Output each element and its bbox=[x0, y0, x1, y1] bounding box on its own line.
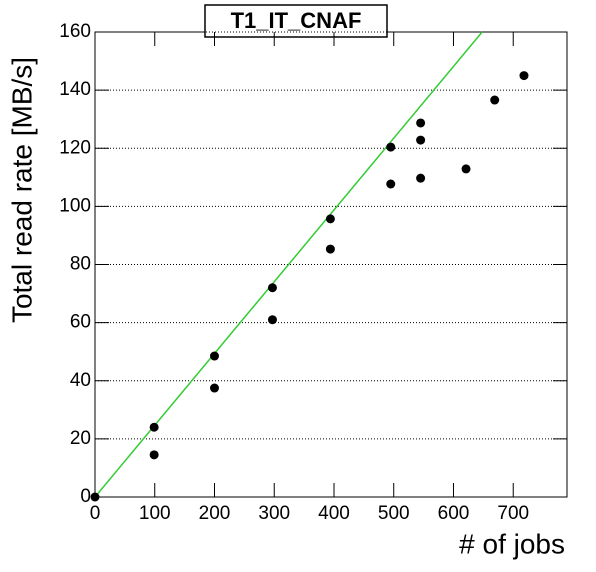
y-tick-label: 160 bbox=[59, 21, 91, 42]
y-tick-label: 140 bbox=[59, 79, 91, 100]
data-point bbox=[386, 179, 396, 189]
y-tick-label: 60 bbox=[70, 312, 91, 333]
y-tick-label: 40 bbox=[70, 370, 91, 391]
y-tick-label: 0 bbox=[80, 486, 91, 507]
data-point bbox=[267, 315, 277, 325]
data-point bbox=[416, 118, 426, 128]
data-point bbox=[90, 492, 100, 502]
data-point bbox=[325, 214, 335, 224]
fit-line bbox=[94, 31, 483, 498]
x-tick-label: 300 bbox=[258, 503, 290, 524]
data-point bbox=[149, 422, 159, 432]
y-tick-label: 80 bbox=[70, 254, 91, 275]
y-tick-label: 120 bbox=[59, 137, 91, 158]
data-point bbox=[490, 95, 500, 105]
data-point bbox=[149, 450, 159, 460]
x-tick-label: 700 bbox=[497, 503, 529, 524]
x-tick-label: 600 bbox=[438, 503, 470, 524]
y-axis-title: Total read rate [MB/s] bbox=[6, 57, 37, 323]
x-axis-title: # of jobs bbox=[459, 528, 565, 559]
data-point bbox=[209, 383, 219, 393]
x-tick-label: 0 bbox=[90, 503, 101, 524]
data-point bbox=[416, 135, 426, 145]
y-tick-label: 100 bbox=[59, 195, 91, 216]
data-point bbox=[325, 244, 335, 254]
data-point bbox=[386, 142, 396, 152]
x-tick-label: 500 bbox=[378, 503, 410, 524]
x-tick-label: 100 bbox=[139, 503, 171, 524]
data-point bbox=[267, 283, 277, 293]
data-point bbox=[461, 164, 471, 174]
x-tick-label: 200 bbox=[199, 503, 231, 524]
chart-title: T1_IT_CNAF bbox=[231, 8, 362, 33]
y-tick-label: 20 bbox=[70, 428, 91, 449]
data-point bbox=[209, 351, 219, 361]
data-point bbox=[519, 71, 529, 81]
x-tick-label: 400 bbox=[318, 503, 350, 524]
data-point bbox=[416, 173, 426, 183]
